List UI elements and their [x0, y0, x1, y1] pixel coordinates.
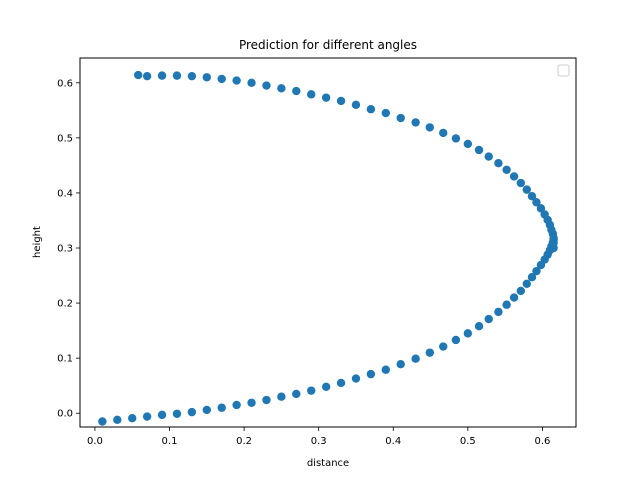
data-point [396, 113, 405, 123]
x-tick-label: 0.3 [311, 436, 327, 447]
y-axis-label: height [32, 226, 43, 258]
data-point [474, 145, 484, 155]
data-point [157, 410, 167, 420]
data-point [366, 105, 376, 114]
data-point [277, 84, 286, 93]
x-tick-label: 0.5 [460, 436, 476, 447]
data-point [142, 412, 152, 421]
y-axis-ticks: 0.0 0.1 0.2 0.3 0.4 0.5 0.6 [57, 78, 80, 420]
data-point [262, 395, 271, 405]
data-point [157, 71, 167, 80]
data-point [463, 329, 473, 338]
data-point [451, 335, 461, 345]
x-axis-ticks: 0.0 0.1 0.2 0.3 0.4 0.5 0.6 [87, 427, 550, 447]
data-point [133, 70, 143, 80]
legend-box [557, 64, 570, 77]
plot-frame [79, 57, 577, 428]
data-points [98, 70, 558, 426]
data-point [502, 165, 511, 175]
data-point [142, 71, 152, 81]
x-tick-label: 0.0 [87, 436, 103, 447]
data-point [425, 348, 435, 357]
data-point [351, 100, 361, 110]
data-point [232, 400, 241, 410]
data-point [527, 192, 537, 201]
data-point [494, 307, 503, 317]
data-point [522, 279, 531, 289]
data-point [336, 378, 346, 388]
plot-area [79, 57, 577, 428]
data-point [113, 415, 122, 425]
chart-title: Prediction for different angles [239, 38, 417, 52]
data-point [439, 342, 448, 351]
data-point [474, 322, 484, 331]
data-point [202, 73, 211, 82]
data-point [172, 71, 182, 80]
data-point [366, 369, 376, 379]
data-point [351, 374, 361, 383]
data-point [527, 272, 537, 282]
data-point [516, 286, 526, 296]
x-tick-label: 0.2 [236, 436, 252, 447]
data-point [128, 413, 137, 423]
data-point [262, 81, 271, 90]
data-point [425, 123, 435, 132]
data-point [532, 266, 541, 276]
data-point [307, 386, 316, 395]
data-point [307, 90, 316, 99]
y-tick-label: 0.5 [57, 133, 73, 144]
y-tick-label: 0.3 [57, 244, 73, 255]
data-point [396, 360, 405, 369]
data-point [292, 389, 301, 399]
data-point [484, 152, 493, 161]
data-point [536, 204, 546, 213]
y-tick-label: 0.6 [57, 78, 73, 89]
data-point [502, 300, 511, 309]
x-axis-label: distance [307, 458, 349, 469]
x-tick-label: 0.1 [162, 436, 178, 447]
data-point [172, 409, 182, 418]
data-point [202, 405, 211, 415]
data-point [494, 158, 503, 168]
data-point [509, 172, 519, 181]
data-point [484, 314, 493, 324]
y-tick-label: 0.4 [57, 188, 73, 199]
data-point [187, 407, 197, 417]
data-point [411, 354, 420, 363]
y-tick-label: 0.0 [57, 409, 73, 420]
data-point [247, 398, 256, 407]
y-tick-label: 0.2 [57, 299, 73, 310]
data-point [336, 96, 346, 106]
data-point [451, 134, 461, 143]
data-point [321, 93, 331, 102]
data-point [98, 417, 107, 426]
data-point [292, 86, 301, 96]
data-point [381, 108, 391, 118]
data-point [321, 382, 331, 391]
data-point [187, 71, 197, 81]
data-point [439, 128, 448, 138]
x-tick-label: 0.6 [534, 436, 550, 447]
data-point [509, 293, 519, 302]
data-point [247, 78, 256, 87]
data-point [532, 198, 541, 207]
data-point [540, 210, 549, 219]
data-point [217, 403, 226, 412]
data-point [411, 118, 420, 127]
data-point [516, 178, 526, 188]
x-tick-label: 0.4 [385, 436, 401, 447]
data-point [463, 139, 473, 149]
y-tick-label: 0.1 [57, 354, 73, 365]
data-point [522, 185, 531, 194]
data-point [277, 392, 286, 401]
data-point [217, 74, 226, 84]
data-point [381, 365, 391, 374]
data-point [232, 76, 241, 85]
